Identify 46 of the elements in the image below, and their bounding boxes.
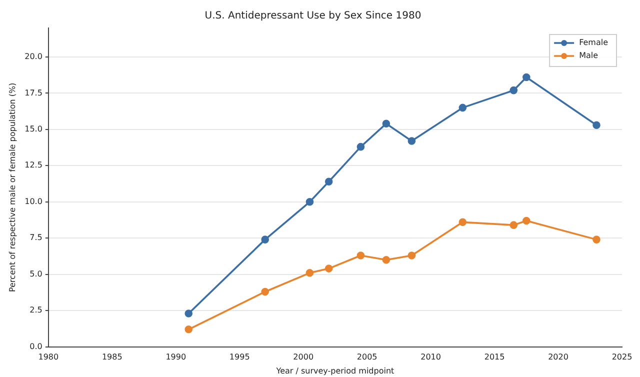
point: [261, 236, 269, 244]
x-tick-label: 2015: [484, 352, 505, 362]
x-tick-label: 2010: [420, 352, 441, 362]
x-tick-label: 2025: [612, 352, 632, 362]
chart-title: U.S. Antidepressant Use by Sex Since 1980: [204, 10, 422, 22]
y-tick-label: 20.0: [24, 52, 42, 62]
y-tick-label: 5.0: [30, 269, 42, 278]
point: [324, 264, 333, 272]
x-tick-label: 2005: [356, 352, 378, 362]
y-tick-label: 0.0: [30, 342, 42, 351]
point: [510, 86, 518, 94]
x-tick-label: 2000: [293, 352, 314, 362]
y-tick-label: 12.5: [24, 160, 42, 170]
point: [356, 142, 365, 151]
x-tick-label: 1995: [229, 352, 250, 362]
point: [184, 310, 193, 318]
point: [408, 137, 416, 145]
y-tick-label: 7.5: [30, 233, 42, 242]
point: [382, 256, 390, 264]
y-axis-title: Percent of respective male or female population (%): [8, 82, 17, 292]
point: [184, 326, 193, 334]
point: [592, 121, 600, 129]
x-tick-label: 2020: [548, 352, 568, 362]
legend-label: Male: [579, 51, 598, 60]
point: [522, 216, 530, 225]
legend-label: Female: [579, 38, 608, 48]
point: [306, 268, 314, 277]
point: [510, 221, 518, 229]
point: [324, 178, 333, 186]
y-tick-label: 15.0: [24, 124, 42, 134]
y-tick-label: 17.5: [24, 88, 42, 98]
x-tick-label: 1980: [38, 352, 59, 362]
point: [306, 198, 314, 206]
x-axis-title: Year / survey-period midpoint: [275, 366, 394, 376]
point: [522, 73, 530, 82]
point: [592, 236, 600, 244]
point: [458, 218, 467, 226]
y-tick-label: 2.5: [30, 306, 42, 315]
point: [356, 252, 365, 260]
y-tick-label: 10.0: [24, 196, 42, 206]
point: [408, 252, 416, 260]
x-tick-label: 1985: [102, 352, 122, 362]
point: [261, 288, 269, 296]
point: [382, 120, 390, 128]
point: [458, 104, 467, 112]
x-tick-label: 1990: [166, 352, 186, 362]
